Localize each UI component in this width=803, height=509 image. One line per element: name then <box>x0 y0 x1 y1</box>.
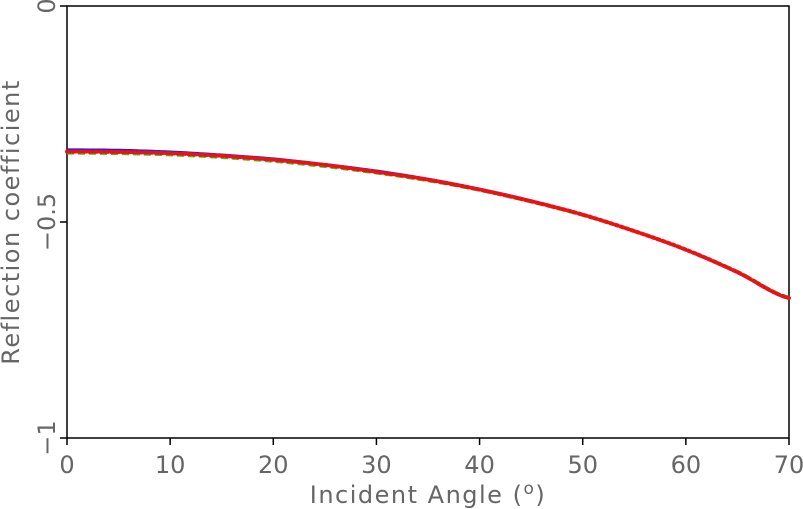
x-tick-label: 70 <box>774 451 803 479</box>
x-tick-label: 50 <box>567 451 598 479</box>
series-line-1 <box>66 148 790 300</box>
series-layer <box>65 148 791 301</box>
y-tick-label: −1 <box>33 420 61 455</box>
x-tick-label: 20 <box>258 451 289 479</box>
x-tick-label: 60 <box>671 451 702 479</box>
series-line-3 <box>65 149 791 301</box>
tick-labels-layer: 0 10 20 30 40 50 60 70 0 −0.5 −1 <box>33 0 803 479</box>
y-tick-label: 0 <box>33 0 61 14</box>
series-line-2 <box>66 151 790 300</box>
x-tick-label: 30 <box>361 451 392 479</box>
ticks-layer <box>60 5 790 445</box>
plot-frame <box>66 5 790 439</box>
x-tick-label: 10 <box>155 451 186 479</box>
y-axis-title: Reflection coefficient <box>0 79 25 365</box>
x-tick-label: 40 <box>464 451 495 479</box>
y-tick-label: −0.5 <box>33 193 61 251</box>
x-tick-label: 0 <box>59 451 74 479</box>
x-axis-unit: o <box>523 479 535 499</box>
x-axis-title: Incident Angle (o) <box>310 479 546 509</box>
